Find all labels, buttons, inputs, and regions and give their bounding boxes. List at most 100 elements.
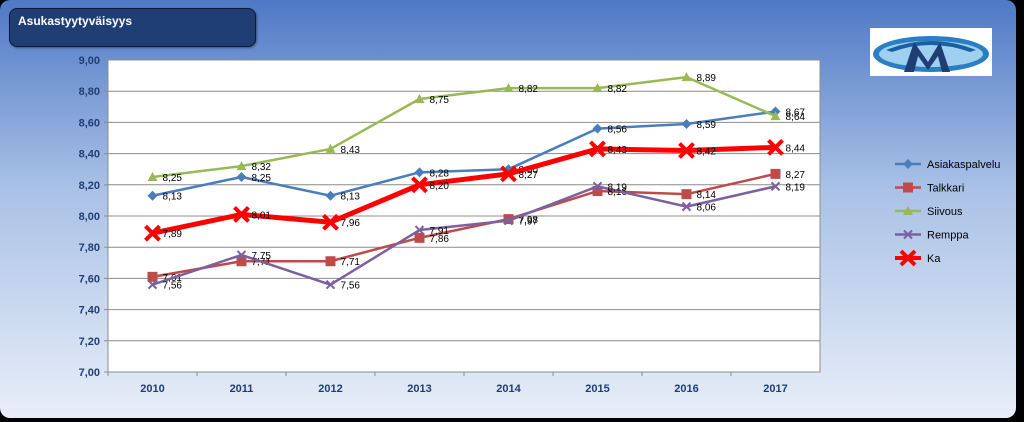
y-tick-label: 7,40: [79, 305, 100, 317]
data-point: [503, 214, 514, 225]
data-point: [236, 172, 247, 182]
legend-label: Siivous: [927, 206, 963, 218]
data-point: [592, 83, 603, 93]
data-label: 7,89: [163, 229, 183, 240]
y-tick-label: 8,80: [79, 86, 100, 98]
data-label: 8,27: [786, 170, 806, 181]
data-label: 8,19: [608, 182, 628, 193]
legend-label: Asiakaspalvelu: [927, 159, 1000, 171]
legend-label: Ka: [927, 253, 941, 265]
data-point: [500, 165, 517, 183]
data-label: 8,27: [519, 170, 539, 181]
data-point: [147, 279, 158, 290]
data-point: [592, 186, 603, 197]
data-label: 8,82: [519, 84, 539, 95]
data-point: [503, 215, 514, 226]
data-point: [770, 168, 781, 179]
data-label: 7,98: [519, 215, 539, 226]
data-label: 8,01: [252, 210, 272, 221]
data-point: [681, 72, 692, 82]
title-box: Asukastyytyväisyys: [9, 8, 256, 47]
x-tick-label: 2011: [230, 383, 254, 395]
y-tick-label: 8,20: [79, 180, 100, 192]
data-point: [233, 206, 250, 223]
y-tick-label: 8,40: [79, 149, 100, 161]
y-tick-label: 8,60: [79, 117, 100, 129]
data-point: [681, 189, 692, 200]
data-point: [414, 232, 425, 243]
data-point: [903, 182, 913, 193]
data-point: [325, 143, 336, 153]
data-label: 8,82: [608, 84, 628, 95]
data-label: 8,89: [697, 73, 717, 84]
series-line: [152, 75, 777, 179]
data-point: [899, 249, 917, 267]
data-point: [903, 229, 913, 240]
data-label: 8,44: [786, 143, 806, 154]
data-point: [414, 94, 425, 103]
data-label: 7,56: [163, 281, 183, 292]
data-label: 7,97: [519, 217, 539, 228]
data-label: 8,13: [163, 192, 183, 203]
x-tick-label: 2012: [318, 383, 342, 395]
data-label: 8,28: [430, 168, 450, 179]
data-point: [592, 181, 603, 192]
x-tick-label: 2013: [407, 383, 431, 395]
data-point: [414, 225, 425, 235]
data-label: 7,91: [430, 226, 450, 237]
data-point: [681, 201, 692, 212]
data-point: [147, 172, 158, 181]
data-point: [325, 256, 336, 267]
data-point: [589, 140, 606, 158]
data-label: 8,43: [341, 145, 361, 156]
data-label: 8,43: [608, 145, 628, 156]
data-label: 8,67: [786, 107, 806, 118]
data-point: [414, 167, 425, 178]
data-point: [770, 181, 781, 192]
data-label: 8,14: [697, 190, 717, 201]
series-line: [152, 110, 776, 197]
data-point: [681, 118, 692, 129]
data-label: 8,13: [341, 192, 361, 203]
data-label: 7,96: [341, 218, 361, 229]
y-tick-label: 7,00: [79, 367, 100, 379]
y-tick-label: 7,80: [79, 242, 100, 254]
data-point: [144, 224, 161, 242]
company-logo-icon: [870, 28, 992, 76]
y-tick-label: 7,20: [79, 336, 100, 348]
data-label: 8,64: [786, 112, 806, 123]
x-tick-label: 2017: [763, 383, 787, 395]
x-tick-label: 2010: [140, 383, 164, 395]
data-label: 8,32: [252, 162, 272, 173]
x-tick-label: 2016: [674, 383, 698, 395]
data-label: 7,71: [341, 257, 361, 268]
chart-title: Asukastyytyväisyys: [18, 14, 133, 28]
x-tick-label: 2014: [496, 383, 521, 395]
y-tick-label: 9,00: [79, 55, 100, 67]
data-point: [903, 159, 913, 169]
data-point: [236, 250, 247, 260]
data-point: [592, 123, 603, 134]
data-label: 8,25: [163, 173, 183, 184]
y-tick-label: 7,60: [79, 273, 100, 285]
data-label: 8,42: [697, 146, 717, 157]
data-label: 8,16: [608, 187, 628, 198]
data-label: 7,86: [430, 234, 450, 245]
series-line: [151, 144, 776, 236]
data-point: [236, 256, 247, 267]
data-point: [411, 176, 428, 194]
data-label: 7,75: [252, 251, 272, 262]
data-point: [767, 138, 784, 156]
data-point: [325, 190, 336, 201]
x-tick-label: 2015: [585, 383, 609, 395]
series-line: [152, 185, 776, 286]
data-point: [325, 279, 336, 290]
data-label: 8,25: [252, 173, 272, 184]
data-point: [147, 271, 158, 282]
data-label: 8,56: [608, 125, 628, 136]
data-label: 8,75: [430, 95, 450, 106]
data-label: 7,56: [341, 281, 361, 292]
data-point: [147, 190, 158, 201]
